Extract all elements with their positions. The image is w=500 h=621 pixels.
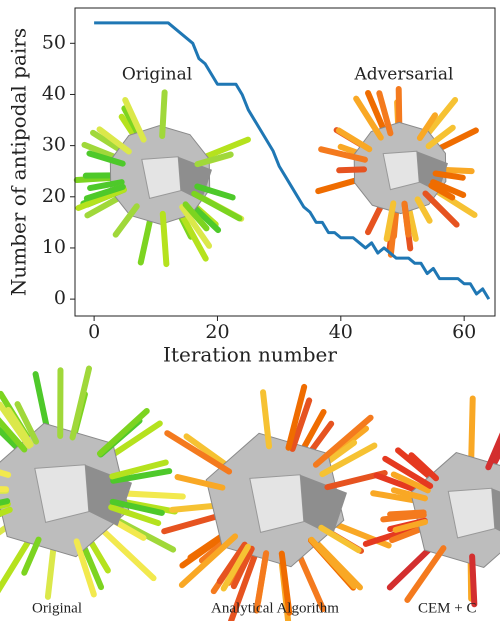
y-tick-label: 40 [42, 82, 66, 104]
gripper-stick [404, 204, 408, 235]
y-tick-label: 50 [42, 31, 66, 53]
gripper-stick [339, 169, 364, 170]
gripper-stick [316, 418, 371, 465]
gripper-stick [73, 369, 89, 438]
caption: Original [32, 600, 82, 616]
y-tick-label: 20 [42, 185, 66, 207]
caption: Analytical Algorithm [211, 600, 339, 616]
x-axis-label: Iteration number [163, 343, 337, 367]
gripper-stick [436, 173, 463, 177]
gripper-stick [162, 92, 164, 136]
x-tick-label: 20 [205, 321, 229, 343]
y-tick-label: 0 [54, 287, 66, 309]
x-tick-label: 60 [452, 321, 476, 343]
x-tick-label: 0 [88, 321, 100, 343]
gripper-stick [167, 433, 229, 471]
caption: CEM + C [418, 600, 476, 616]
y-tick-label: 30 [42, 134, 66, 156]
annotation: Adversarial [354, 65, 454, 85]
figure: Iteration number Number of antipodal pai… [0, 0, 500, 621]
annotation: Original [122, 65, 192, 85]
gripper-stick [0, 489, 6, 490]
y-axis-label: Number of antipodal pairs [7, 28, 31, 296]
y-tick-label: 10 [42, 236, 66, 258]
gripper-stick [390, 513, 423, 515]
gripper-stick [472, 556, 474, 604]
x-tick-label: 40 [329, 321, 353, 343]
gripper-stick [163, 214, 167, 264]
